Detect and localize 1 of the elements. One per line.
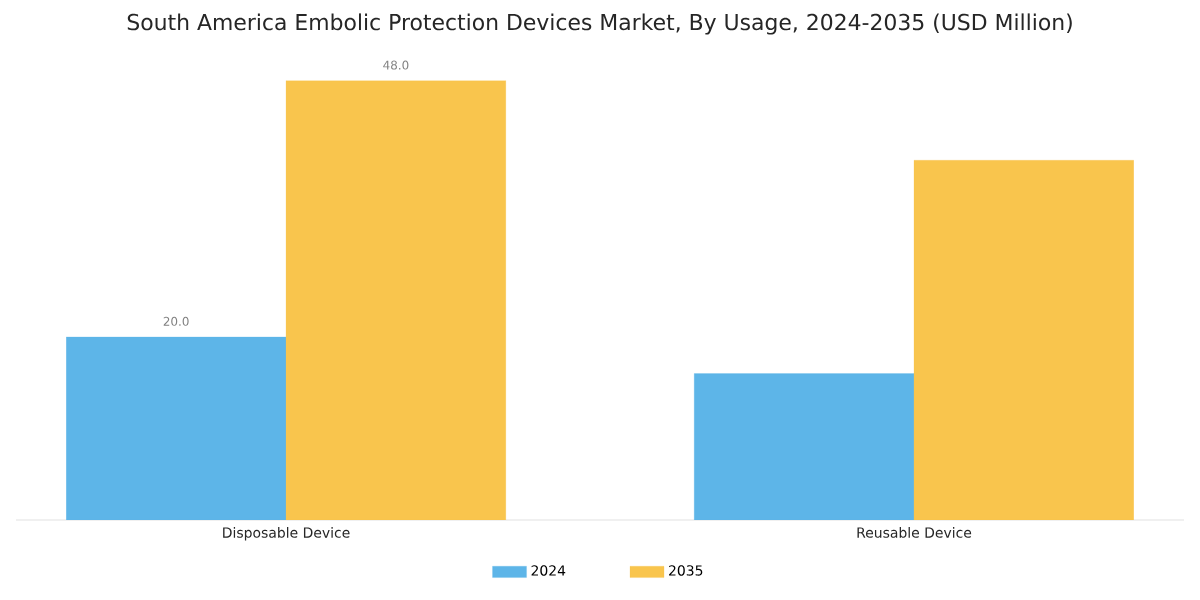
- chart-title: South America Embolic Protection Devices Market, By Usage, 2024-2035 (USD Million): [127, 13, 1072, 35]
